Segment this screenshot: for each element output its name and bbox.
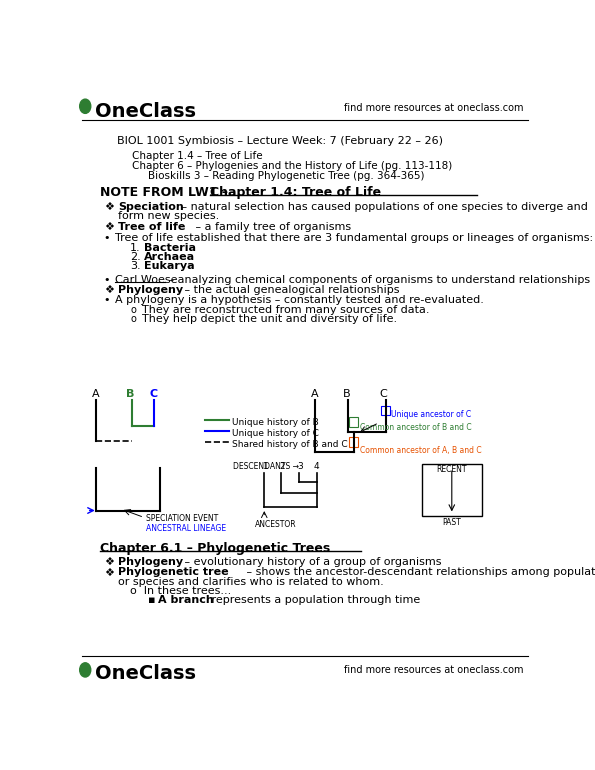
Text: A phylogeny is a hypothesis – constantly tested and re-evaluated.: A phylogeny is a hypothesis – constantly… xyxy=(115,295,484,305)
Text: C: C xyxy=(379,389,387,399)
Text: B: B xyxy=(343,389,351,399)
Text: SPECIATION EVENT: SPECIATION EVENT xyxy=(146,514,219,524)
Text: – a family tree of organisms: – a family tree of organisms xyxy=(192,222,351,232)
Text: Shared history of B and C: Shared history of B and C xyxy=(233,440,348,449)
Text: A: A xyxy=(311,389,318,399)
Text: Unique ancestor of C: Unique ancestor of C xyxy=(392,410,471,420)
Text: NOTE FROM LW1 –: NOTE FROM LW1 – xyxy=(100,186,232,199)
Text: 1: 1 xyxy=(263,462,268,471)
Text: find more resources at oneclass.com: find more resources at oneclass.com xyxy=(345,665,524,675)
Text: Unique history of B: Unique history of B xyxy=(233,418,320,427)
Text: Bacteria: Bacteria xyxy=(144,243,196,253)
Text: find more resources at oneclass.com: find more resources at oneclass.com xyxy=(345,103,524,113)
Text: Tree of life established that there are 3 fundamental groups or lineages of orga: Tree of life established that there are … xyxy=(115,233,593,243)
Circle shape xyxy=(80,99,91,113)
Text: Unique history of C: Unique history of C xyxy=(233,429,320,438)
Text: – shows the ancestor-descendant relationships among populations: – shows the ancestor-descendant relation… xyxy=(243,567,595,578)
Text: C: C xyxy=(149,389,158,399)
Text: Chapter 1.4 – Tree of Life: Chapter 1.4 – Tree of Life xyxy=(133,151,263,161)
Text: 3: 3 xyxy=(297,462,302,471)
Text: Chapter 6 – Phylogenies and the History of Life (pg. 113-118): Chapter 6 – Phylogenies and the History … xyxy=(133,161,453,171)
Text: represents a population through time: represents a population through time xyxy=(208,595,420,605)
Text: or species and clarifies who is related to whom.: or species and clarifies who is related … xyxy=(118,577,384,587)
Text: 4: 4 xyxy=(314,462,320,471)
Text: ❖: ❖ xyxy=(104,557,114,567)
Text: B: B xyxy=(126,389,134,399)
Text: Chapter 1.4: Tree of Life: Chapter 1.4: Tree of Life xyxy=(210,186,381,199)
Text: Carl Woese: Carl Woese xyxy=(115,275,177,285)
Text: o: o xyxy=(130,305,136,315)
Text: They are reconstructed from many sources of data.: They are reconstructed from many sources… xyxy=(142,305,430,315)
Text: Chapter 6.1 – Phylogenetic Trees: Chapter 6.1 – Phylogenetic Trees xyxy=(100,542,330,555)
Text: •: • xyxy=(104,275,110,285)
Text: DESCENDANTS →: DESCENDANTS → xyxy=(233,462,299,471)
Text: ❖: ❖ xyxy=(104,202,114,212)
Bar xyxy=(349,437,358,447)
Text: •: • xyxy=(104,233,110,243)
Text: ❖: ❖ xyxy=(104,222,114,232)
Bar xyxy=(380,406,390,415)
Text: A: A xyxy=(92,389,99,399)
Text: Common ancestor of A, B and C: Common ancestor of A, B and C xyxy=(361,446,482,455)
Text: – the actual genealogical relationships: – the actual genealogical relationships xyxy=(181,285,400,295)
Text: Tree of life: Tree of life xyxy=(118,222,185,232)
Text: 2: 2 xyxy=(280,462,286,471)
Text: ANCESTRAL LINEAGE: ANCESTRAL LINEAGE xyxy=(146,524,227,534)
Text: A branch: A branch xyxy=(158,595,214,605)
Text: o  In these trees...: o In these trees... xyxy=(130,586,231,596)
Text: – analyzing chemical components of organisms to understand relationships: – analyzing chemical components of organ… xyxy=(165,275,590,285)
Text: Eukarya: Eukarya xyxy=(144,261,195,271)
Text: •: • xyxy=(104,295,110,305)
Text: Phylogeny: Phylogeny xyxy=(118,557,183,567)
Text: Speciation: Speciation xyxy=(118,202,183,212)
Text: – evolutionary history of a group of organisms: – evolutionary history of a group of org… xyxy=(181,557,442,567)
Text: ❖: ❖ xyxy=(104,285,114,295)
Text: o: o xyxy=(130,314,136,324)
Text: Phylogenetic tree: Phylogenetic tree xyxy=(118,567,228,578)
Bar xyxy=(422,464,482,516)
Text: Bioskills 3 – Reading Phylogenetic Tree (pg. 364-365): Bioskills 3 – Reading Phylogenetic Tree … xyxy=(148,171,424,181)
Text: – natural selection has caused populations of one species to diverge and: – natural selection has caused populatio… xyxy=(178,202,588,212)
Text: ANCESTOR: ANCESTOR xyxy=(255,520,296,529)
Text: PAST: PAST xyxy=(443,518,461,527)
Text: OneClass: OneClass xyxy=(95,664,196,683)
Text: form new species.: form new species. xyxy=(118,211,219,221)
Text: OneClass: OneClass xyxy=(95,102,196,121)
Text: 1.: 1. xyxy=(130,243,141,253)
Text: RECENT: RECENT xyxy=(437,465,467,474)
Text: Phylogeny: Phylogeny xyxy=(118,285,183,295)
Text: ▪: ▪ xyxy=(148,595,162,605)
Text: 3.: 3. xyxy=(130,261,141,271)
Text: Common ancestor of B and C: Common ancestor of B and C xyxy=(361,423,472,432)
Bar xyxy=(349,417,358,427)
Text: BIOL 1001 Symbiosis – Lecture Week: 7 (February 22 – 26): BIOL 1001 Symbiosis – Lecture Week: 7 (F… xyxy=(117,136,443,146)
Text: 2.: 2. xyxy=(130,252,141,262)
Text: They help depict the unit and diversity of life.: They help depict the unit and diversity … xyxy=(142,314,397,324)
Text: ❖: ❖ xyxy=(104,567,114,578)
Circle shape xyxy=(80,663,91,677)
Text: Archaea: Archaea xyxy=(144,252,195,262)
